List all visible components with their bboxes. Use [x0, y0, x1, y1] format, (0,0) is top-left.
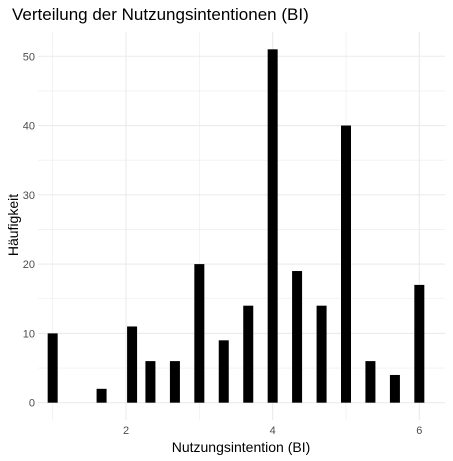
x-tick-label: 4: [270, 425, 276, 437]
bar: [47, 333, 58, 403]
x-tick-labels: 2 4 6: [123, 425, 422, 437]
minor-gridlines: [38, 32, 445, 420]
y-tick-labels: 0 10 20 30 40 50: [23, 51, 35, 409]
x-axis-title: Nutzungsintention (BI): [172, 439, 311, 455]
bar: [267, 49, 278, 403]
y-axis-title: Häufigkeit: [5, 194, 21, 256]
bar: [169, 361, 180, 403]
bar: [292, 271, 303, 403]
y-tick-label: 20: [23, 259, 35, 271]
y-tick-label: 40: [23, 121, 35, 133]
bar: [218, 340, 229, 403]
chart-title: Verteilung der Nutzungsintentionen (BI): [12, 5, 309, 24]
bar: [243, 305, 254, 403]
y-tick-label: 10: [23, 328, 35, 340]
bar: [414, 284, 425, 403]
y-tick-label: 0: [29, 398, 35, 410]
bar: [316, 305, 327, 403]
x-tick-label: 2: [123, 425, 129, 437]
major-gridlines: [38, 32, 445, 420]
y-tick-label: 30: [23, 190, 35, 202]
bar: [341, 125, 351, 403]
bar: [194, 264, 205, 403]
bar: [127, 326, 138, 403]
y-tick-label: 50: [23, 51, 35, 63]
bar: [365, 361, 376, 403]
bar: [389, 374, 400, 403]
bar: [145, 361, 156, 403]
bar: [96, 388, 107, 403]
x-tick-label: 6: [416, 425, 422, 437]
bars: [47, 49, 425, 403]
